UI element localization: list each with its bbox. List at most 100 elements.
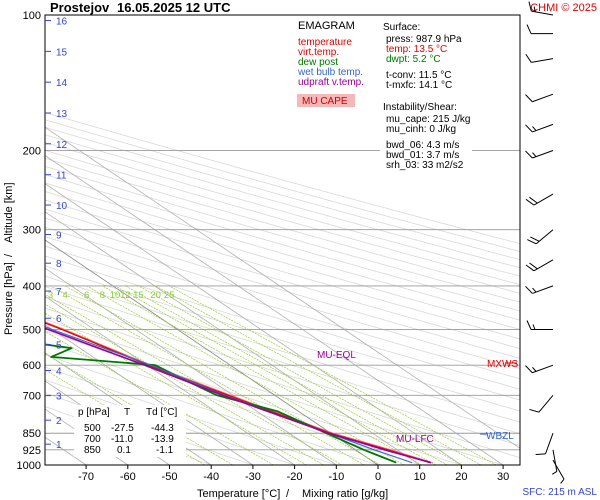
wind-barb-flag	[525, 53, 532, 63]
wind-barb-staff	[535, 229, 554, 245]
altitude-tick-label: 5	[56, 341, 62, 352]
table-row-td: -13.9	[151, 434, 174, 445]
wind-barb-staff	[538, 394, 554, 413]
mu-cape-box	[297, 94, 355, 107]
mixing-ratio-label: 8	[100, 290, 105, 301]
altitude-tick-label: 7	[56, 287, 62, 298]
isotherm	[45, 239, 379, 465]
stat-mu-cape: mu_cape: 215 J/kg	[386, 114, 471, 125]
wind-barb-staff	[532, 123, 554, 133]
isotherm	[45, 295, 295, 465]
dry-adiabat	[45, 174, 520, 312]
isotherm	[45, 183, 462, 465]
table-row-t: 0.1	[117, 445, 131, 456]
wind-barb	[525, 150, 554, 159]
mixing-ratio-label: 3	[48, 290, 53, 301]
y-axis-title-separator: /	[3, 253, 15, 257]
altitude-tick-label: 15	[56, 47, 68, 58]
wind-barb	[525, 285, 554, 294]
pressure-tick-label: 850	[23, 428, 41, 440]
wind-barb-staff	[531, 58, 554, 63]
temperature-tick-label: 10	[414, 471, 426, 483]
dry-adiabat	[45, 255, 520, 401]
mixing-ratio-label: 4	[63, 290, 68, 301]
wind-barb-half	[560, 478, 565, 484]
wind-barb-flag	[525, 94, 533, 103]
dry-adiabat	[45, 134, 520, 269]
table-row-p: 700	[84, 434, 101, 445]
profile-dew-point	[45, 343, 397, 464]
altitude-tick-label: 14	[56, 78, 68, 89]
pressure-tick-label: 300	[23, 225, 41, 237]
isotherm	[45, 352, 212, 465]
legend-virt-temp: virt.temp.	[298, 47, 339, 58]
wind-barb-half	[551, 471, 558, 475]
table-header-td: Td [°C]	[146, 407, 177, 418]
wind-barb-staff	[552, 459, 565, 480]
pressure-tick-label: 700	[23, 390, 41, 402]
wind-barb-flag	[527, 239, 537, 245]
altitude-tick-label: 4	[56, 366, 62, 377]
mixing-ratio-label: 12	[120, 290, 131, 301]
isotherm	[45, 154, 504, 465]
surface-dwpt: dwpt: 5.2 °C	[386, 54, 441, 65]
table-row-td: -44.3	[151, 423, 174, 434]
table-header-p: p [hPa]	[78, 407, 110, 418]
legend-temperature: temperature	[298, 37, 352, 48]
wind-barb-staff	[532, 285, 554, 294]
wind-barb-flag	[529, 196, 538, 204]
dry-adiabat	[45, 182, 520, 321]
dry-adiabat	[45, 236, 520, 380]
x-axis-separator: /	[286, 488, 290, 500]
wind-barb-staff	[532, 93, 554, 103]
wind-barb-flag	[525, 264, 535, 272]
isotherm	[45, 324, 254, 465]
profiles	[45, 321, 433, 464]
level-table-background	[74, 405, 186, 457]
dry-adiabat	[45, 275, 520, 423]
wind-barb-half	[532, 152, 537, 157]
wind-barb-half	[533, 6, 536, 12]
profile-wet-bulb	[45, 326, 413, 464]
legend-updraft: udpraft v.temp.	[298, 77, 364, 88]
surface-temp: temp: 13.5 °C	[386, 44, 447, 55]
dry-adiabat	[45, 149, 520, 286]
temperature-tick-label: -20	[287, 471, 303, 483]
credit: CHMI © 2025	[530, 2, 597, 14]
pressure-tick-label: 1000	[17, 460, 41, 472]
stats-background	[380, 17, 472, 172]
wind-barb-flag	[525, 150, 533, 159]
altitude-tick-label: 8	[56, 259, 62, 270]
stat-bwd-06: bwd_06: 4.3 m/s	[386, 140, 459, 151]
altitude-tick-label: 10	[56, 201, 68, 212]
table-row-t: -27.5	[111, 423, 134, 434]
stat-srh-03: srh_03: 33 m2/s2	[386, 160, 464, 171]
surface-title: Surface:	[383, 22, 420, 33]
temperature-tick-label: 20	[455, 471, 467, 483]
plot-frame	[44, 14, 521, 466]
pressure-tick-label: 500	[23, 325, 41, 337]
pressure-tick-label: 925	[23, 445, 41, 457]
station-title: Prostejov	[50, 0, 110, 15]
temperature-tick-label: -50	[162, 471, 178, 483]
instability-title: Instability/Shear:	[383, 102, 457, 113]
surface-tmxfc: t-mxfc: 14.1 °C	[386, 80, 452, 91]
altitude-tick-label: 1	[56, 440, 62, 451]
mixing-ratio-line	[114, 285, 436, 465]
mixing-ratio-label: 20	[150, 290, 161, 301]
table-row-td: -1.1	[156, 445, 174, 456]
wind-barb	[551, 449, 558, 475]
mu-lfc-label: MU-LFC	[396, 434, 434, 445]
wind-barb-flag	[530, 236, 540, 242]
wind-barb-half	[532, 126, 537, 131]
altitude-tick-label: 9	[56, 231, 62, 242]
isotherm	[45, 267, 337, 465]
sfc-label: SFC: 215 m ASL	[523, 487, 598, 498]
y-axis-title-pressure: Pressure [hPa]	[3, 262, 15, 335]
wind-barb-flag	[525, 365, 533, 374]
level-table: p [hPa] T Td [°C] 500 -27.5 -44.3 700 -1…	[74, 405, 186, 457]
x-axis-title: Temperature [°C]	[197, 488, 280, 500]
wind-barb	[528, 1, 554, 16]
wind-barb	[525, 364, 554, 374]
table-row-p: 850	[84, 445, 101, 456]
